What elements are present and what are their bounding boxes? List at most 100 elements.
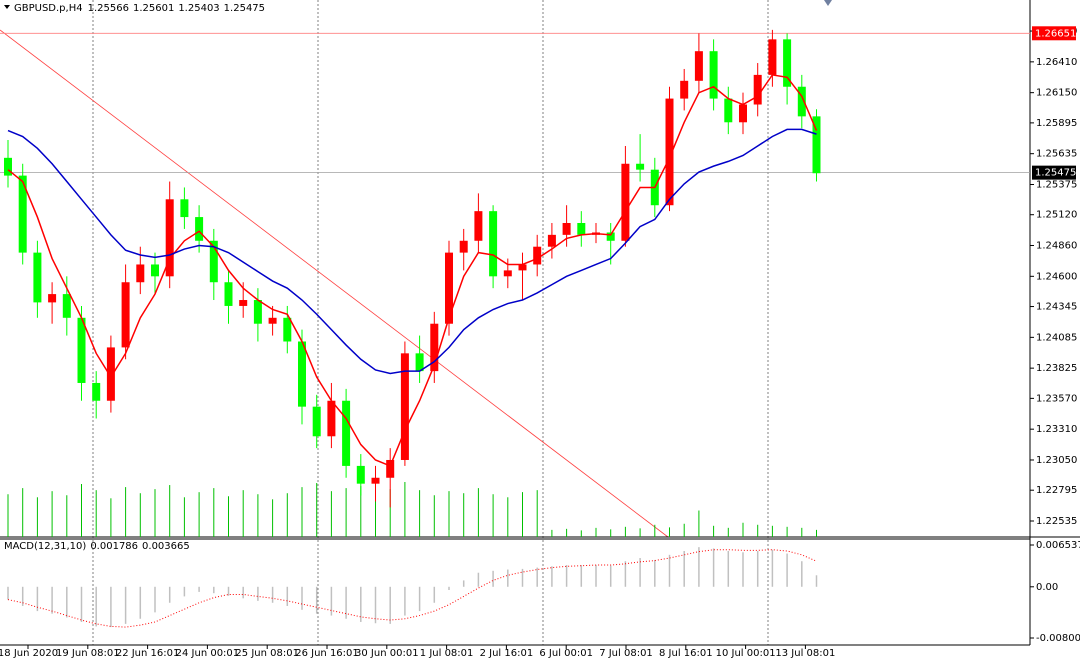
candle-body: [33, 252, 42, 303]
y-tick-label: 1.24085: [1036, 332, 1077, 343]
candle-body: [356, 465, 365, 484]
candle-body: [298, 341, 306, 407]
candle-body: [739, 104, 747, 123]
candle-body: [151, 264, 159, 277]
current-price-box: [1032, 165, 1076, 180]
candle-body: [415, 353, 424, 372]
symbol-triangle: [4, 5, 10, 9]
candle-body: [268, 317, 277, 324]
candle-body: [547, 234, 556, 247]
candle-body: [224, 282, 233, 306]
current-price-label: 1.25475: [1035, 168, 1076, 179]
x-tick-label: 19 Jun 08:01: [56, 648, 120, 659]
candle-body: [577, 222, 586, 235]
y-tick-label: 0.006537: [1036, 540, 1080, 551]
candle-body: [797, 86, 806, 117]
candle-body: [136, 264, 145, 283]
y-tick-label: 1.23050: [1036, 455, 1077, 466]
y-tick-label: -0.008008: [1036, 633, 1080, 644]
x-tick-label: 10 Jul 00:01: [716, 648, 776, 659]
candle-body: [518, 264, 527, 271]
y-tick-label: 0.00: [1036, 582, 1058, 593]
candle-body: [709, 51, 718, 99]
y-tick-label: 1.24345: [1036, 302, 1077, 313]
signal-line: [7, 549, 817, 628]
y-tick-label: 1.25120: [1036, 210, 1077, 221]
x-tick-label: 18 Jun 2020: [0, 648, 58, 659]
x-tick-label: 30 Jun 00:01: [355, 648, 419, 659]
level-price-box: [1032, 26, 1076, 41]
candle-body: [239, 300, 248, 306]
candle-body: [768, 39, 777, 75]
candle-body: [783, 39, 792, 87]
candle-body: [445, 252, 453, 324]
candle-body: [753, 74, 762, 105]
x-tick-label: 2 Jul 16:01: [480, 648, 534, 659]
y-tick-label: 1.24600: [1036, 271, 1077, 282]
candle-body: [342, 400, 351, 466]
candle-body: [371, 477, 380, 484]
candle-body: [400, 353, 409, 460]
candle-body: [195, 217, 204, 241]
symbol: GBPUSD.p,H4: [14, 3, 83, 14]
candle-body: [474, 211, 483, 241]
candle-body: [312, 406, 321, 437]
candle-body: [694, 51, 703, 81]
candle-body: [430, 323, 439, 372]
candle-body: [503, 270, 512, 277]
y-tick-label: 1.23570: [1036, 393, 1077, 404]
candle-body: [327, 400, 336, 437]
moving-average: [7, 74, 818, 467]
candle-body: [459, 240, 468, 253]
y-tick-label: 1.23310: [1036, 424, 1077, 435]
y-tick-label: 1.26150: [1036, 88, 1077, 99]
candle-body: [18, 175, 27, 253]
candle-body: [562, 222, 571, 235]
close: 1.25475: [224, 3, 265, 14]
x-tick-label: 25 Jun 08:01: [235, 648, 299, 659]
y-tick-label: 1.25635: [1036, 149, 1077, 160]
candle-body: [665, 98, 674, 206]
trend-line: [0, 29, 669, 538]
signal-value: 0.003665: [142, 541, 190, 552]
candle-body: [48, 294, 57, 303]
y-tick-label: 1.26410: [1036, 57, 1077, 68]
x-tick-label: 6 Jul 00:01: [539, 648, 593, 659]
y-tick-label: 1.22795: [1036, 485, 1077, 496]
candle-body: [680, 80, 689, 99]
candle-body: [180, 199, 189, 218]
candle-body: [121, 282, 130, 348]
indicator-header: MACD(12,31,10) 0.001786 0.003665: [4, 541, 190, 552]
candle-body: [812, 116, 821, 174]
y-tick-label: 1.22535: [1036, 516, 1077, 527]
candle-body: [621, 163, 630, 241]
x-tick-label: 7 Jul 08:01: [599, 648, 653, 659]
macd-value: 0.001786: [90, 541, 138, 552]
candle-body: [253, 300, 262, 324]
candle-body: [283, 317, 292, 342]
open: 1.25566: [88, 3, 129, 14]
indicator-title: MACD(12,31,10): [4, 541, 86, 552]
low: 1.25403: [178, 3, 219, 14]
candle-body: [4, 157, 12, 176]
candle-body: [209, 240, 218, 283]
chart-header: GBPUSD.p,H4 1.25566 1.25601 1.25403 1.25475: [14, 3, 265, 14]
shift-marker: [824, 0, 832, 6]
candle-body: [106, 347, 115, 401]
candle-body: [724, 98, 733, 123]
candle-body: [489, 211, 498, 277]
y-tick-label: 1.23825: [1036, 363, 1077, 374]
candle-body: [165, 199, 174, 277]
candle-body: [636, 163, 645, 170]
x-tick-label: 24 Jun 00:01: [176, 648, 240, 659]
candle-body: [77, 317, 86, 383]
candle-body: [606, 232, 615, 241]
x-tick-label: 13 Jul 08:01: [775, 648, 835, 659]
y-tick-label: 1.25895: [1036, 118, 1077, 129]
candle-body: [533, 246, 542, 265]
moving-average: [7, 128, 817, 375]
y-tick-label: 1.24860: [1036, 241, 1077, 252]
candle-body: [386, 459, 395, 478]
